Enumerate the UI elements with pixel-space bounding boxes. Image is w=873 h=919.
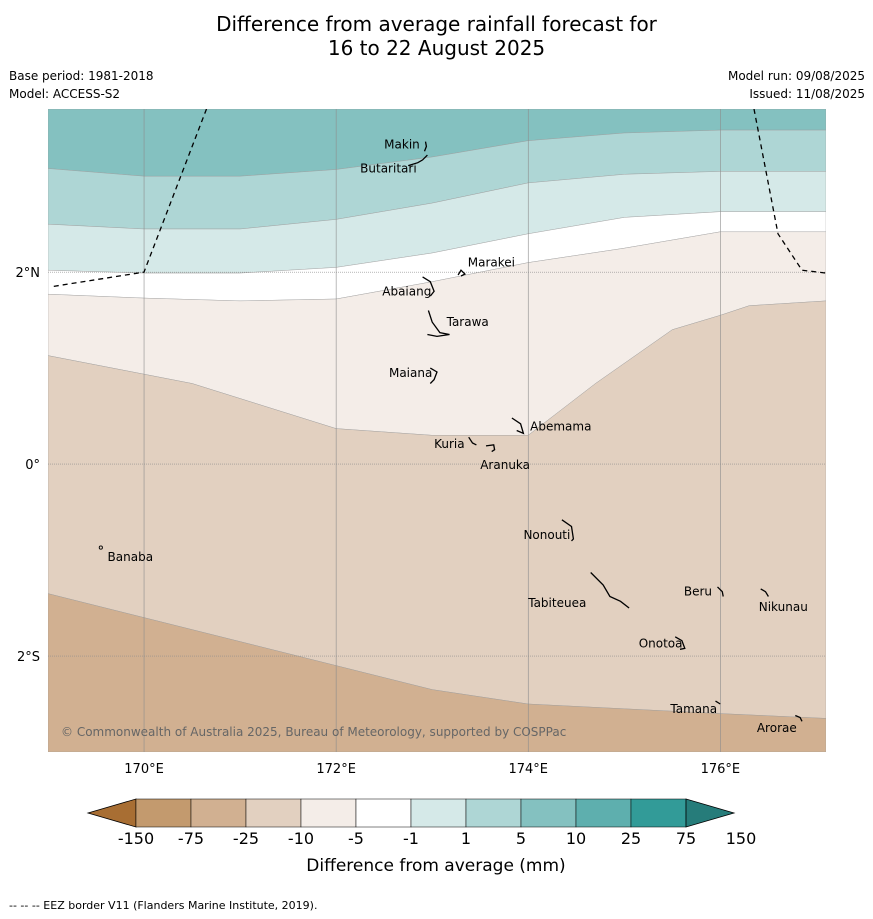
island-shape (423, 141, 428, 152)
rainfall-zone (48, 593, 826, 752)
lat-tick-label: 0° (25, 458, 40, 473)
meta-right: Model run: 09/08/2025 Issued: 11/08/2025 (728, 67, 865, 103)
island-label: Tarawa (446, 315, 489, 329)
island-label: Butaritari (360, 162, 417, 176)
island-label: Abaiang (382, 284, 431, 298)
colorbar-tick-label: 5 (516, 829, 526, 848)
island-shape (511, 417, 525, 435)
island-shape (561, 519, 575, 542)
island-label: Maiana (389, 366, 432, 380)
gridlines (48, 109, 826, 752)
map-title: Difference from average rainfall forecas… (0, 12, 873, 60)
colorbar-label: Difference from average (mm) (306, 856, 565, 876)
eez-borders (52, 109, 826, 288)
colorbar-swatch (465, 798, 522, 828)
model-name: Model: ACCESS-S2 (9, 87, 121, 101)
island-shape (717, 586, 724, 597)
island-label: Banaba (108, 550, 154, 564)
lat-tick-label: 2°N (16, 266, 41, 281)
colorbar-extend-high (685, 798, 736, 828)
colorbar-swatch (135, 798, 192, 828)
island-label: Kuria (434, 437, 465, 451)
colorbar-tick-label: -10 (288, 829, 314, 848)
axis-labels: 170°E 172°E 174°E 176°E 2°N 0° 2°S (16, 266, 741, 777)
eez-border-line (52, 109, 208, 288)
eez-border-line (753, 109, 826, 274)
island-shape (422, 276, 435, 297)
island-label: Marakei (468, 256, 515, 270)
meta-left: Base period: 1981-2018 Model: ACCESS-S2 (9, 67, 154, 103)
lon-tick-label: 176°E (701, 762, 741, 777)
island-label: Nikunau (759, 600, 808, 614)
colorbar-tick-label: -150 (118, 829, 154, 848)
colorbar-swatch (300, 798, 357, 828)
island-shape (590, 572, 630, 609)
colorbar-tick-label: 25 (621, 829, 641, 848)
island-shape (760, 588, 769, 597)
island-shape (457, 269, 467, 277)
colorbar-swatch (520, 798, 577, 828)
island-label: Tamana (669, 702, 717, 716)
eez-footnote: -- -- -- EEZ border V11 (Flanders Marine… (9, 899, 318, 912)
colorbar-tick-label: 10 (566, 829, 586, 848)
colorbar-extend-low (86, 798, 137, 828)
colorbar-tick-label: 75 (676, 829, 696, 848)
colorbar-swatch (190, 798, 247, 828)
colorbar-swatch (245, 798, 302, 828)
island-label: Beru (684, 585, 712, 599)
island-shape (98, 545, 103, 550)
colorbar-tick-label: -5 (348, 829, 364, 848)
lon-tick-label: 174°E (508, 762, 548, 777)
model-run: Model run: 09/08/2025 (727, 69, 865, 83)
colorbar-swatch (575, 798, 632, 828)
colorbar-swatch (630, 798, 687, 828)
island-shape (674, 636, 686, 650)
lat-tick-label: 2°S (17, 650, 40, 665)
island-label: Makin (384, 138, 420, 152)
colorbar-swatch (410, 798, 467, 828)
island-shape (427, 310, 450, 338)
colorbar-tick-label: -1 (403, 829, 419, 848)
island-shape (408, 154, 428, 167)
island-label: Arorae (757, 721, 797, 735)
island-shape (485, 444, 496, 453)
colorbar-tick-label: -75 (178, 829, 204, 848)
lon-tick-label: 172°E (316, 762, 356, 777)
island-shape (429, 367, 438, 384)
base-period: Base period: 1981-2018 (9, 69, 154, 83)
island-label: Onotoa (639, 637, 683, 651)
copyright-text: © Commonwealth of Australia 2025, Bureau… (61, 725, 566, 739)
colorbar-tick-label: 150 (726, 829, 757, 848)
island-shape (715, 700, 721, 705)
colorbar-tick-label: 1 (461, 829, 471, 848)
colorbar-swatch (355, 798, 412, 828)
colorbar-tick-label: -25 (233, 829, 259, 848)
islands-layer: Makin Butaritari Marakei Abaiang Tarawa Maian… (98, 138, 808, 735)
island-label: Abemama (530, 420, 591, 434)
title-line-2: 16 to 22 August 2025 (327, 36, 546, 60)
island-shape (468, 436, 477, 446)
island-label: Nonouti (523, 528, 570, 542)
colorbar: -150 -75 -25 -10 -5 -1 1 5 10 25 75 150 (86, 798, 757, 848)
island-label: Aranuka (480, 458, 530, 472)
title-line-1: Difference from average rainfall forecas… (216, 12, 657, 36)
island-label: Tabiteuea (527, 596, 586, 610)
lon-tick-label: 170°E (124, 762, 164, 777)
issued-date: Issued: 11/08/2025 (749, 87, 865, 101)
island-shape (795, 714, 803, 722)
rainfall-zones (48, 109, 826, 752)
